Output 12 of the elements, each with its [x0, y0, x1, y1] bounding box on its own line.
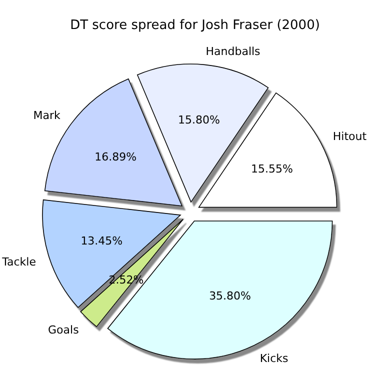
data-label: 16.89% — [94, 150, 137, 164]
slice-label: Goals — [48, 323, 80, 336]
slice-label: Handballs — [206, 44, 261, 58]
slice-label: Mark — [33, 109, 61, 122]
slice-label: Hitout — [332, 130, 368, 143]
data-label: 15.55% — [250, 162, 293, 176]
data-label: 35.80% — [209, 290, 252, 303]
chart-title: DT score spread for Josh Fraser (2000) — [70, 18, 320, 33]
slice-label: Kicks — [260, 352, 289, 365]
data-label: 13.45% — [80, 234, 123, 248]
slice-label: Tackle — [1, 255, 36, 268]
data-label: 15.80% — [178, 113, 220, 126]
